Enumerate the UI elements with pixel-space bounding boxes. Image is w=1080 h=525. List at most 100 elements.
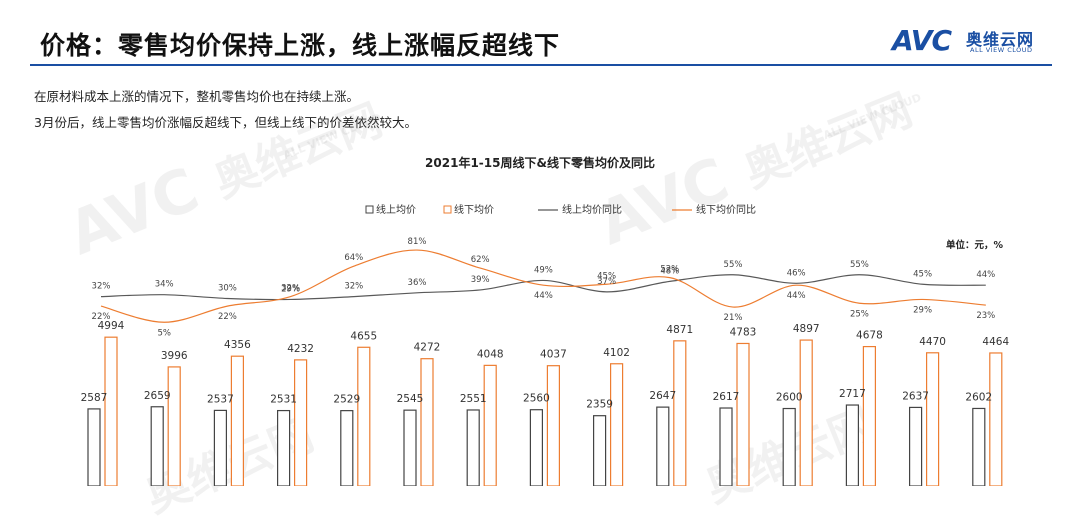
online-yoy-label: 34% (155, 280, 174, 290)
online-price-bar (403, 409, 417, 486)
online-yoy-label: 55% (850, 260, 869, 270)
offline-yoy-line (100, 249, 986, 323)
line-group (100, 249, 986, 323)
label-group: 2587 4994 2659 3996 2537 4356 2531 4232 2529 4655… (81, 237, 1010, 411)
logo-chinese-name: 奥维云网 (966, 30, 1035, 49)
offline-price-label: 4655 (350, 330, 377, 342)
offline-price-bar (989, 352, 1003, 486)
offline-yoy-label: 22% (218, 312, 237, 322)
offline-price-bar (230, 355, 244, 486)
offline-yoy-label: 25% (850, 309, 869, 319)
online-yoy-label: 44% (976, 270, 995, 280)
online-price-bar (592, 415, 607, 486)
offline-yoy-label: 5% (157, 328, 171, 338)
online-price-label: 2551 (460, 393, 487, 405)
online-yoy-label: 39% (471, 275, 490, 285)
offline-price-label: 3996 (161, 350, 188, 362)
offline-price-bar (673, 340, 687, 486)
offline-price-bar (609, 363, 624, 486)
online-price-bar (972, 407, 986, 486)
online-price-label: 2600 (776, 392, 803, 404)
online-yoy-label: 32% (92, 282, 111, 292)
online-price-bar (529, 409, 544, 486)
offline-price-label: 4994 (98, 320, 125, 332)
online-price-bar (340, 410, 354, 486)
offline-price-bar (862, 345, 877, 486)
offline-price-label: 4102 (603, 347, 630, 359)
offline-price-bar (167, 366, 181, 486)
online-yoy-label: 30% (218, 284, 237, 294)
chart-title: 2021年1-15周线下&线下零售均价及同比 (425, 156, 655, 170)
online-price-label: 2587 (81, 392, 108, 404)
online-price-label: 2647 (649, 390, 676, 402)
online-price-bar (277, 409, 291, 486)
offline-yoy-label: 44% (787, 291, 806, 301)
offline-price-label: 4232 (287, 343, 314, 355)
offline-yoy-label: 32% (281, 284, 300, 294)
offline-price-label: 4048 (477, 348, 504, 360)
offline-yoy-label: 45% (597, 271, 616, 281)
offline-price-bar (294, 359, 308, 486)
legend-online-yoy-label: 线上均价同比 (562, 203, 622, 216)
online-yoy-label: 29% (281, 284, 300, 294)
offline-price-label: 4272 (414, 342, 441, 354)
offline-yoy-label: 21% (724, 313, 743, 323)
online-yoy-label: 46% (787, 268, 806, 278)
offline-price-label: 4356 (224, 339, 251, 351)
online-yoy-line (100, 274, 986, 301)
header-divider (30, 64, 1052, 66)
bar-group (87, 336, 1003, 486)
offline-yoy-label: 64% (344, 253, 363, 263)
offline-price-bar (104, 336, 118, 486)
offline-price-bar (736, 342, 750, 486)
offline-price-label: 4470 (919, 336, 946, 348)
online-price-label: 2717 (839, 388, 866, 400)
logo-mark: AVC (892, 24, 952, 57)
summary-line-1: 在原材料成本上涨的情况下，整机零售均价也在持续上涨。 (34, 89, 360, 104)
legend-offline-yoy-label: 线下均价同比 (696, 203, 756, 216)
chart-legend: 线上均价 线下均价 线上均价同比 线下均价同比 (365, 203, 756, 216)
offline-price-label: 4783 (730, 326, 757, 338)
summary-line-2: 3月份后，线上零售均价涨幅反超线下，但线上线下的价差依然较大。 (34, 115, 417, 130)
online-price-label: 2602 (965, 391, 992, 403)
online-price-bar (782, 407, 796, 486)
online-price-label: 2617 (713, 391, 740, 403)
online-price-bar (656, 406, 670, 486)
online-price-bar (213, 409, 227, 486)
offline-yoy-label: 62% (471, 255, 490, 265)
offline-price-bar (546, 365, 561, 486)
offline-price-label: 4464 (982, 336, 1009, 348)
offline-price-label: 4897 (793, 323, 820, 335)
online-yoy-label: 49% (534, 265, 553, 275)
online-price-bar (150, 406, 164, 486)
avc-logo: AVC 奥维云网 ALL VIEW CLOUD (892, 24, 1062, 57)
offline-yoy-label: 81% (408, 237, 427, 247)
online-price-label: 2537 (207, 393, 234, 405)
offline-price-label: 4678 (856, 330, 883, 342)
offline-yoy-label: 44% (534, 291, 553, 301)
offline-yoy-label: 22% (92, 312, 111, 322)
online-price-bar (87, 408, 101, 486)
online-price-label: 2531 (270, 394, 297, 406)
online-price-bar (845, 404, 860, 486)
offline-price-bar (925, 352, 940, 486)
online-yoy-label: 37% (597, 277, 616, 287)
offline-yoy-label: 23% (976, 311, 995, 321)
online-price-label: 2529 (333, 394, 360, 406)
offline-yoy-label: 29% (913, 305, 932, 315)
online-yoy-label: 32% (344, 282, 363, 292)
chart-unit-label: 单位：元，% (946, 240, 1004, 251)
online-price-label: 2545 (397, 393, 424, 405)
online-price-bar (466, 409, 480, 486)
online-price-label: 2560 (523, 393, 550, 405)
online-yoy-label: 55% (724, 260, 743, 270)
legend-offline-price-swatch (443, 205, 452, 214)
offline-price-bar (799, 339, 813, 486)
price-chart: 线上均价 线下均价 线上均价同比 线下均价同比 2587 4994 2659 3996 253… (81, 203, 1010, 486)
page-title: 价格：零售均价保持上涨，线上涨幅反超线下 (40, 31, 561, 60)
online-yoy-label: 48% (660, 266, 679, 276)
online-price-bar (908, 406, 923, 486)
online-price-label: 2359 (586, 399, 613, 411)
legend-online-price-label: 线上均价 (376, 203, 416, 216)
online-yoy-label: 36% (408, 278, 427, 288)
